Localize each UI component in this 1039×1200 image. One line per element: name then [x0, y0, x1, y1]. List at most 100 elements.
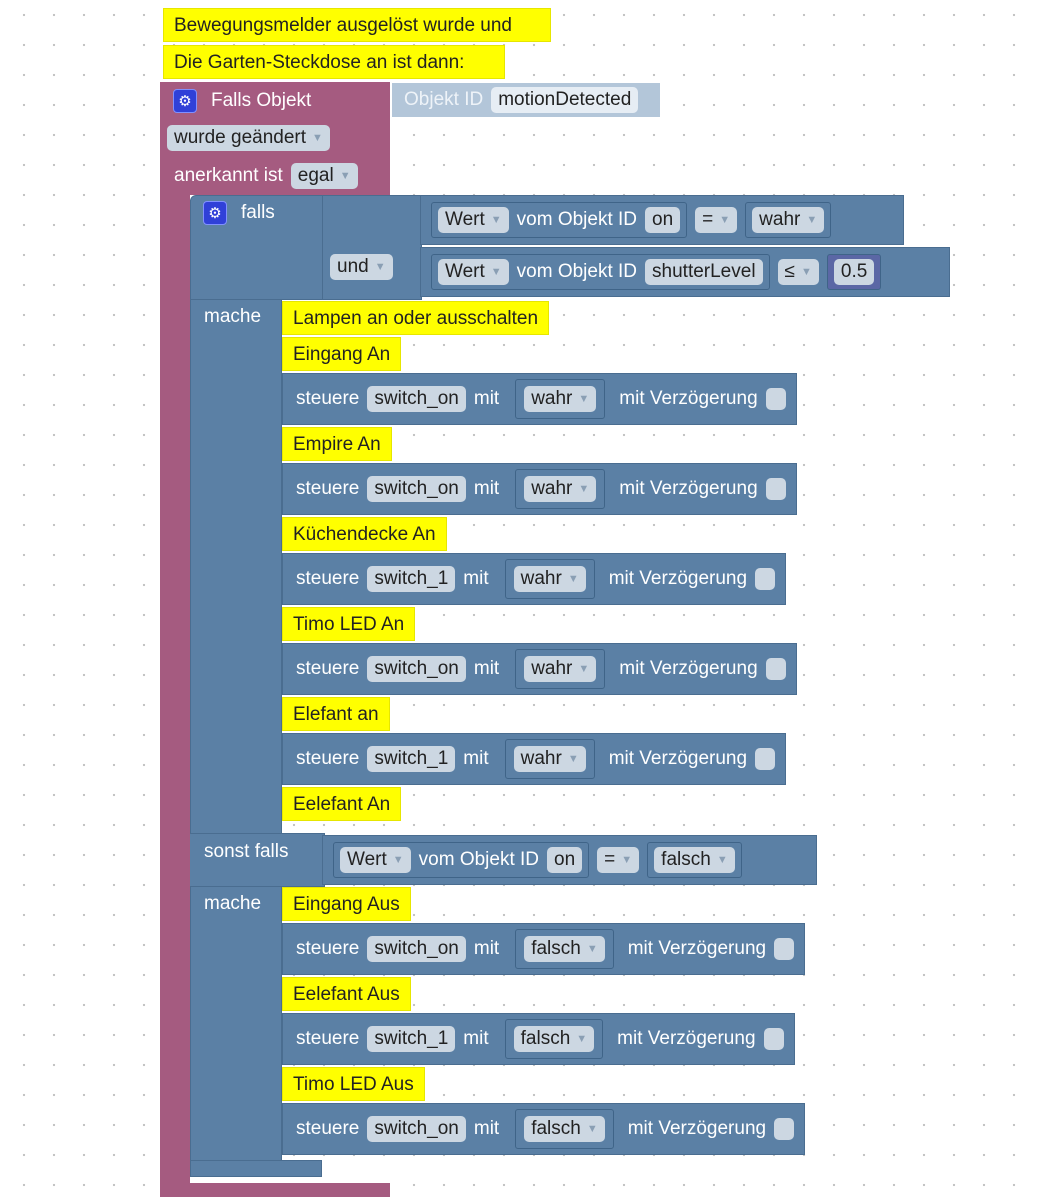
- if-block-elseif-row: [190, 833, 325, 887]
- boolean-block[interactable]: wahr ▼: [515, 649, 606, 689]
- comment-block[interactable]: Bewegungsmelder ausgelöst wurde und: [163, 8, 551, 42]
- operator-dropdown-value: =: [604, 849, 616, 870]
- with-label: mit: [473, 658, 500, 679]
- boolean-dropdown[interactable]: falsch ▼: [654, 847, 735, 873]
- value-type-dropdown[interactable]: Wert ▼: [438, 207, 509, 233]
- logic-op-dropdown[interactable]: und ▼: [330, 254, 393, 280]
- control-block[interactable]: steuere switch_on mit wahr ▼ mit Verzögerung: [282, 373, 797, 425]
- boolean-dropdown[interactable]: falsch ▼: [524, 936, 605, 962]
- boolean-block[interactable]: falsch ▼: [515, 929, 614, 969]
- get-value-block[interactable]: Wert ▼ vom Objekt ID shutterLevel: [431, 254, 770, 290]
- boolean-block[interactable]: wahr ▼: [515, 469, 606, 509]
- chevron-down-icon: ▼: [490, 214, 502, 226]
- compare-block[interactable]: Wert ▼ vom Objekt ID shutterLevel ≤ ▼ 0.5: [420, 247, 950, 297]
- object-id-block[interactable]: Objekt ID motionDetected: [392, 83, 660, 117]
- boolean-dropdown[interactable]: falsch ▼: [513, 1026, 595, 1052]
- boolean-dropdown[interactable]: wahr ▼: [752, 207, 825, 233]
- comment-block[interactable]: Timo LED An: [282, 607, 416, 641]
- ack-dropdown[interactable]: egal ▼: [290, 163, 358, 189]
- compare-block[interactable]: Wert ▼ vom Objekt ID on = ▼ wahr ▼: [420, 195, 904, 245]
- of-object-label: vom Objekt ID: [516, 261, 638, 282]
- comment-block[interactable]: Eingang An: [282, 337, 402, 371]
- comment-block[interactable]: Eingang Aus: [282, 887, 411, 921]
- number-field[interactable]: 0.5: [833, 259, 875, 285]
- event-dropdown[interactable]: wurde geändert ▼: [167, 125, 330, 151]
- target-object-field[interactable]: switch_on: [367, 1116, 466, 1142]
- get-value-block[interactable]: Wert ▼ vom Objekt ID on: [333, 842, 590, 878]
- comment-block[interactable]: Timo LED Aus: [282, 1067, 425, 1101]
- object-id-field[interactable]: motionDetected: [491, 87, 639, 113]
- comment-block[interactable]: Empire An: [282, 427, 392, 461]
- boolean-dropdown-value: falsch: [531, 1118, 581, 1139]
- comment-block[interactable]: Lampen an oder ausschalten: [282, 301, 550, 335]
- target-object-field[interactable]: switch_1: [367, 1026, 456, 1052]
- control-block[interactable]: steuere switch_on mit wahr ▼ mit Verzögerung: [282, 643, 797, 695]
- boolean-block[interactable]: falsch ▼: [647, 842, 742, 878]
- delay-checkbox[interactable]: [774, 1118, 795, 1140]
- comment-block[interactable]: Eelefant Aus: [282, 977, 411, 1011]
- operator-dropdown[interactable]: ≤ ▼: [777, 259, 819, 285]
- delay-checkbox[interactable]: [755, 748, 776, 770]
- boolean-dropdown-value: wahr: [531, 388, 573, 409]
- delay-checkbox[interactable]: [765, 388, 786, 410]
- boolean-dropdown[interactable]: wahr ▼: [524, 656, 597, 682]
- boolean-block[interactable]: falsch ▼: [515, 1109, 614, 1149]
- compare-block[interactable]: Wert ▼ vom Objekt ID on = ▼ falsch ▼: [322, 835, 817, 885]
- number-block[interactable]: 0.5: [826, 254, 882, 290]
- object-id-field[interactable]: shutterLevel: [645, 259, 763, 285]
- boolean-dropdown[interactable]: falsch ▼: [524, 1116, 605, 1142]
- target-object-field[interactable]: switch_on: [367, 936, 466, 962]
- target-object-field[interactable]: switch_1: [367, 566, 456, 592]
- target-object-field[interactable]: switch_1: [367, 746, 456, 772]
- control-block[interactable]: steuere switch_1 mit falsch ▼ mit Verzögerung: [282, 1013, 795, 1065]
- delay-checkbox[interactable]: [763, 1028, 784, 1050]
- control-block[interactable]: steuere switch_on mit falsch ▼ mit Verzögerun…: [282, 1103, 806, 1155]
- comment-block[interactable]: Eelefant An: [282, 787, 402, 821]
- delay-checkbox[interactable]: [765, 478, 786, 500]
- operator-dropdown[interactable]: = ▼: [695, 207, 738, 233]
- with-label: mit: [473, 1118, 500, 1139]
- control-block[interactable]: steuere switch_on mit wahr ▼ mit Verzögerung: [282, 463, 797, 515]
- value-type-dropdown[interactable]: Wert ▼: [438, 259, 509, 285]
- control-block[interactable]: steuere switch_1 mit wahr ▼ mit Verzögerung: [282, 733, 787, 785]
- logic-op-dropdown-value: und: [337, 256, 369, 277]
- chevron-down-icon: ▼: [806, 214, 818, 226]
- operator-dropdown[interactable]: = ▼: [597, 847, 640, 873]
- delay-label: mit Verzögerung: [617, 1028, 756, 1049]
- delay-checkbox[interactable]: [765, 658, 786, 680]
- boolean-block[interactable]: wahr ▼: [745, 202, 832, 238]
- delay-checkbox[interactable]: [774, 938, 795, 960]
- object-id-field[interactable]: on: [547, 847, 583, 873]
- chevron-down-icon: ▼: [621, 854, 633, 866]
- boolean-dropdown[interactable]: wahr ▼: [524, 386, 597, 412]
- delay-checkbox[interactable]: [755, 568, 776, 590]
- object-id-field[interactable]: on: [645, 207, 681, 233]
- boolean-block[interactable]: wahr ▼: [515, 379, 606, 419]
- boolean-dropdown[interactable]: wahr ▼: [513, 566, 586, 592]
- control-block[interactable]: steuere switch_on mit falsch ▼ mit Verzögerun…: [282, 923, 806, 975]
- get-value-block[interactable]: Wert ▼ vom Objekt ID on: [431, 202, 688, 238]
- chevron-down-icon: ▼: [578, 663, 590, 675]
- target-object-field[interactable]: switch_on: [367, 656, 466, 682]
- boolean-dropdown-value: falsch: [661, 849, 711, 870]
- boolean-dropdown[interactable]: wahr ▼: [513, 746, 586, 772]
- trigger-block[interactable]: ⚙ Falls Objekt wurde geändert ▼ anerkannt is…: [160, 82, 390, 195]
- control-block[interactable]: steuere switch_1 mit wahr ▼ mit Verzögerung: [282, 553, 787, 605]
- comment-block[interactable]: Küchendecke An: [282, 517, 447, 551]
- chevron-down-icon: ▼: [576, 1033, 588, 1045]
- boolean-dropdown[interactable]: wahr ▼: [524, 476, 597, 502]
- comment-block[interactable]: Elefant an: [282, 697, 390, 731]
- boolean-block[interactable]: wahr ▼: [504, 739, 595, 779]
- boolean-dropdown-value: wahr: [759, 209, 801, 230]
- gear-icon[interactable]: ⚙: [173, 89, 197, 113]
- control-verb: steuere: [296, 1028, 360, 1049]
- target-object-field[interactable]: switch_on: [367, 386, 466, 412]
- boolean-block[interactable]: wahr ▼: [504, 559, 595, 599]
- logic-and-block[interactable]: und ▼: [322, 195, 422, 300]
- control-verb: steuere: [296, 658, 360, 679]
- value-type-dropdown[interactable]: Wert ▼: [340, 847, 411, 873]
- boolean-block[interactable]: falsch ▼: [504, 1019, 604, 1059]
- comment-block[interactable]: Die Garten-Steckdose an ist dann:: [163, 45, 505, 79]
- gear-icon[interactable]: ⚙: [203, 201, 227, 225]
- target-object-field[interactable]: switch_on: [367, 476, 466, 502]
